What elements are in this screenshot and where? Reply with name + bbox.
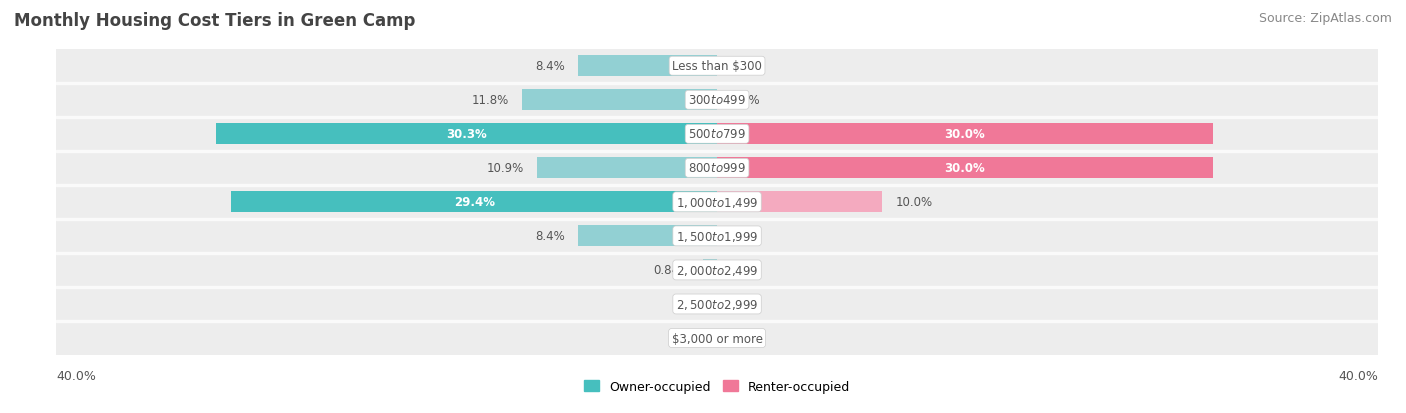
- Text: 8.4%: 8.4%: [536, 60, 565, 73]
- Bar: [56, 184, 1378, 186]
- Bar: [537, 158, 717, 179]
- Text: $2,000 to $2,499: $2,000 to $2,499: [676, 263, 758, 277]
- Bar: [56, 83, 1378, 85]
- Text: 0.0%: 0.0%: [730, 332, 759, 345]
- Text: 29.4%: 29.4%: [454, 196, 495, 209]
- Text: $500 to $799: $500 to $799: [688, 128, 747, 141]
- Bar: [56, 219, 1378, 253]
- Text: Source: ZipAtlas.com: Source: ZipAtlas.com: [1258, 12, 1392, 25]
- Text: 40.0%: 40.0%: [56, 369, 96, 382]
- Bar: [717, 192, 883, 213]
- Bar: [56, 320, 1378, 322]
- Text: 10.9%: 10.9%: [486, 162, 524, 175]
- Text: 0.0%: 0.0%: [730, 298, 759, 311]
- Text: 0.0%: 0.0%: [730, 230, 759, 243]
- Text: 11.8%: 11.8%: [471, 94, 509, 107]
- Bar: [56, 321, 1378, 355]
- Bar: [717, 158, 1212, 179]
- Bar: [56, 117, 1378, 152]
- Bar: [56, 253, 1378, 287]
- Text: 0.84%: 0.84%: [652, 264, 690, 277]
- Text: Monthly Housing Cost Tiers in Green Camp: Monthly Housing Cost Tiers in Green Camp: [14, 12, 415, 30]
- Text: 0.0%: 0.0%: [675, 332, 704, 345]
- Text: 30.0%: 30.0%: [945, 162, 986, 175]
- Text: $2,500 to $2,999: $2,500 to $2,999: [676, 297, 758, 311]
- Text: 10.0%: 10.0%: [896, 196, 932, 209]
- Bar: [578, 56, 717, 77]
- Text: 30.0%: 30.0%: [945, 128, 986, 141]
- Bar: [56, 287, 1378, 321]
- Text: 0.0%: 0.0%: [730, 60, 759, 73]
- Text: Less than $300: Less than $300: [672, 60, 762, 73]
- Bar: [522, 90, 717, 111]
- Text: $3,000 or more: $3,000 or more: [672, 332, 762, 345]
- Text: 0.0%: 0.0%: [730, 94, 759, 107]
- Bar: [578, 226, 717, 247]
- Text: $1,000 to $1,499: $1,000 to $1,499: [676, 195, 758, 209]
- Bar: [217, 124, 717, 145]
- Text: $300 to $499: $300 to $499: [688, 94, 747, 107]
- Bar: [56, 286, 1378, 288]
- Bar: [56, 50, 1378, 83]
- Text: $800 to $999: $800 to $999: [688, 162, 747, 175]
- Bar: [703, 260, 717, 281]
- Text: $1,500 to $1,999: $1,500 to $1,999: [676, 229, 758, 243]
- Bar: [717, 124, 1212, 145]
- Bar: [56, 116, 1378, 119]
- Bar: [56, 218, 1378, 221]
- Bar: [56, 185, 1378, 219]
- Bar: [56, 152, 1378, 185]
- Text: 30.3%: 30.3%: [446, 128, 486, 141]
- Text: 40.0%: 40.0%: [1339, 369, 1378, 382]
- Bar: [56, 83, 1378, 117]
- Text: 0.0%: 0.0%: [675, 298, 704, 311]
- Bar: [56, 150, 1378, 152]
- Legend: Owner-occupied, Renter-occupied: Owner-occupied, Renter-occupied: [579, 375, 855, 398]
- Bar: [232, 192, 717, 213]
- Text: 8.4%: 8.4%: [536, 230, 565, 243]
- Text: 0.0%: 0.0%: [730, 264, 759, 277]
- Bar: [56, 252, 1378, 254]
